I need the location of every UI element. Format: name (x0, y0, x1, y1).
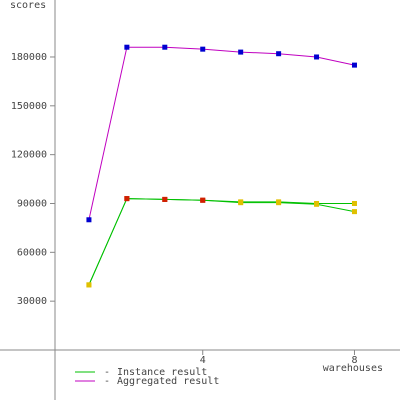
y-tick-label: 90000 (17, 198, 47, 209)
legend-label: Instance result (117, 367, 207, 378)
series-line (88, 46, 355, 220)
point-marker (351, 200, 357, 206)
point-marker (238, 200, 244, 206)
legend-dash: - (104, 376, 110, 387)
point-marker (86, 282, 92, 288)
point-marker (314, 54, 320, 60)
point-marker (276, 51, 282, 57)
x-axis-label: warehouses (323, 363, 383, 374)
point-marker (124, 196, 130, 202)
x-tick-label: 8 (351, 355, 357, 366)
y-axis-label: scores (10, 0, 46, 11)
point-marker (200, 46, 206, 52)
point-marker (238, 49, 244, 55)
y-tick-label: 150000 (11, 101, 47, 112)
point-marker (351, 62, 357, 68)
point-marker (86, 217, 92, 223)
y-tick-label: 180000 (11, 52, 47, 63)
y-tick-label: 60000 (17, 247, 47, 258)
point-marker (162, 196, 168, 202)
point-marker (314, 201, 320, 207)
point-marker (351, 209, 357, 215)
y-tick-label: 120000 (11, 150, 47, 161)
point-marker (124, 44, 130, 50)
series-line (88, 198, 355, 286)
point-marker (162, 44, 168, 50)
y-tick-label: 30000 (17, 296, 47, 307)
x-tick-label: 4 (200, 355, 206, 366)
point-marker (200, 197, 206, 203)
legend-label: Aggregated result (117, 376, 219, 387)
point-marker (276, 200, 282, 206)
legend-dash: - (104, 367, 110, 378)
series-line (88, 198, 355, 286)
